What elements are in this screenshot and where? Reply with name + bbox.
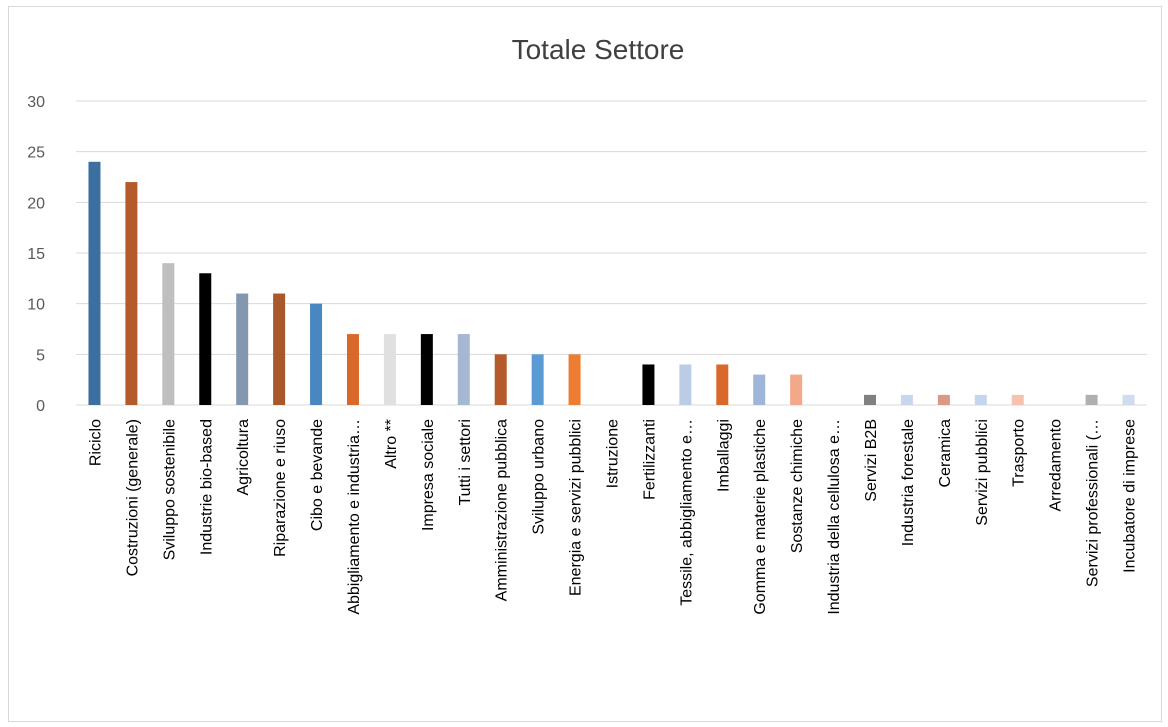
bar (753, 374, 766, 405)
chart-frame: Totale Settore 0 5 10 15 20 25 30 Riciclo Costr… (8, 6, 1162, 722)
x-category-label: Servizi B2B (863, 419, 880, 502)
bar (457, 334, 470, 405)
x-category-label: Costruzioni (generale) (124, 419, 141, 576)
bar (273, 293, 286, 405)
bar-chart: Totale Settore 0 5 10 15 20 25 30 Riciclo Costr… (27, 34, 1147, 615)
x-category-label: Industria forestale (900, 419, 917, 546)
x-category-label: Sostanze chimiche (789, 419, 806, 553)
x-category-label: Impresa sociale (420, 419, 437, 531)
y-tick-label: 20 (27, 195, 45, 212)
bar (1011, 394, 1024, 405)
x-category-label: Incubatore di imprese (1122, 419, 1139, 573)
bar (679, 364, 692, 405)
bar (900, 394, 913, 405)
bar (494, 354, 507, 405)
bars (88, 161, 1135, 405)
x-category-label: Fertilizzanti (641, 419, 658, 500)
x-category-label: Imballaggi (715, 419, 732, 492)
x-category-label: Energia e servizi pubblici (568, 419, 585, 596)
bar (864, 394, 877, 405)
x-category-label: Servizi professionali (… (1085, 419, 1102, 587)
x-category-label: Gomma e materie plastiche (752, 419, 769, 615)
x-category-label: Sviluppo sostenibile (161, 419, 178, 561)
x-category-label: Amministrazione pubblica (494, 419, 511, 601)
bar (125, 182, 138, 405)
y-axis-ticks: 0 5 10 15 20 25 30 (27, 94, 45, 415)
x-category-label: Cibo e bevande (309, 419, 326, 531)
x-category-label: Servizi pubblici (974, 419, 991, 526)
y-tick-label: 10 (27, 297, 45, 314)
bar (420, 334, 433, 405)
bar (383, 334, 396, 405)
x-category-label: Trasporto (1011, 419, 1028, 487)
x-category-label: Agricoltura (235, 419, 252, 496)
x-category-label: Industria della cellulosa e… (826, 419, 843, 615)
x-category-label: Riparazione e riuso (272, 419, 289, 557)
x-category-label: Tessile, abbigliamento e… (678, 419, 695, 606)
bar (642, 364, 655, 405)
x-category-label: Riciclo (87, 419, 104, 466)
bar (1085, 394, 1098, 405)
bar (310, 303, 323, 405)
bar (236, 293, 249, 405)
y-tick-label: 30 (27, 94, 45, 111)
y-tick-label: 15 (27, 246, 45, 263)
bar (346, 334, 359, 405)
bar (790, 374, 803, 405)
bar (1122, 394, 1135, 405)
y-tick-label: 5 (36, 347, 45, 364)
bar (974, 394, 987, 405)
y-tick-label: 25 (27, 145, 45, 162)
bar (88, 161, 101, 405)
x-axis-categories: Riciclo Costruzioni (generale) Sviluppo so… (87, 419, 1138, 615)
x-category-label: Abbigliamento e industria… (346, 419, 363, 615)
bar (162, 263, 175, 405)
bar (531, 354, 544, 405)
bar (568, 354, 581, 405)
gridlines (76, 100, 1147, 406)
bar (199, 273, 212, 405)
bar (937, 394, 950, 405)
x-category-label: Tutti i settori (457, 419, 474, 506)
chart-title: Totale Settore (512, 34, 685, 65)
x-category-label: Sviluppo urbano (531, 419, 548, 535)
x-category-label: Ceramica (937, 419, 954, 488)
x-category-label: Arredamento (1048, 419, 1065, 512)
y-tick-label: 0 (36, 398, 45, 415)
x-category-label: Altro ** (383, 419, 400, 469)
bar (716, 364, 729, 405)
x-category-label: Istruzione (605, 419, 622, 488)
x-category-label: Industrie bio-based (198, 419, 215, 555)
